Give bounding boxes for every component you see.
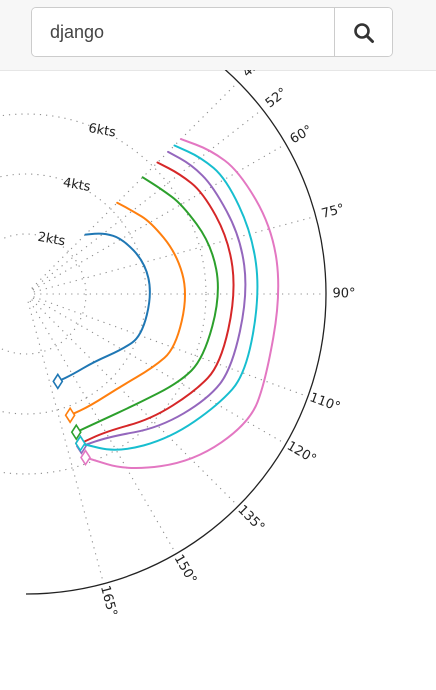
angle-tick-label-1: 52° bbox=[263, 85, 290, 111]
series-line-3 bbox=[79, 161, 235, 445]
angle-tick-label-6: 120° bbox=[284, 439, 319, 468]
angle-tick-label-8: 150° bbox=[171, 552, 200, 587]
grid-spoke-1 bbox=[31, 108, 263, 290]
series-marker-1 bbox=[64, 406, 76, 424]
angle-tick-label-9: 165° bbox=[97, 584, 120, 618]
angle-tick-labels: 4552° 60° 75° 90° 110° 120° 135° 150° 165° bbox=[97, 70, 356, 618]
angle-tick-label-7: 135° bbox=[234, 502, 267, 535]
series-line-1 bbox=[69, 201, 186, 417]
series-marker-6 bbox=[80, 449, 91, 466]
search-icon bbox=[354, 23, 374, 43]
angle-tick-label-0: 45 bbox=[240, 70, 262, 80]
search-input[interactable] bbox=[32, 8, 332, 56]
radial-tick-labels: 2kts 4kts 6kts bbox=[36, 121, 117, 249]
grid-ring-2 bbox=[0, 113, 207, 475]
series-line-4 bbox=[80, 150, 247, 448]
series-marker-0 bbox=[52, 372, 64, 390]
chart-outer-frame bbox=[25, 70, 327, 595]
angle-tick-label-4: 90° bbox=[332, 287, 355, 302]
grid-spoke-7 bbox=[31, 299, 239, 507]
angle-tick-label-2: 60° bbox=[288, 123, 315, 148]
series-line-6 bbox=[84, 138, 280, 469]
grid-ring-1 bbox=[0, 173, 147, 415]
series-line-5 bbox=[79, 144, 259, 451]
grid-spoke-5 bbox=[33, 296, 309, 398]
search-box bbox=[31, 7, 393, 57]
angle-tick-label-3: 75° bbox=[320, 201, 346, 221]
polar-chart: 4552° 60° 75° 90° 110° 120° 135° 150° 165° 2kts 4… bbox=[0, 70, 356, 618]
chart-grid bbox=[0, 81, 326, 584]
search-button[interactable] bbox=[334, 8, 392, 56]
radial-tick-label-1: 4kts bbox=[62, 175, 92, 195]
angle-tick-label-5: 110° bbox=[308, 390, 343, 415]
series-line-2 bbox=[75, 176, 219, 434]
radial-tick-label-2: 6kts bbox=[87, 121, 117, 141]
grid-ring-0 bbox=[0, 233, 87, 355]
series-marker-5 bbox=[74, 434, 86, 452]
series-line-0 bbox=[56, 232, 151, 383]
grid-spoke-2 bbox=[32, 143, 287, 291]
series-marker-2 bbox=[70, 423, 82, 441]
polar-series bbox=[52, 138, 280, 469]
search-bar bbox=[0, 0, 436, 71]
radial-tick-label-0: 2kts bbox=[36, 230, 66, 250]
